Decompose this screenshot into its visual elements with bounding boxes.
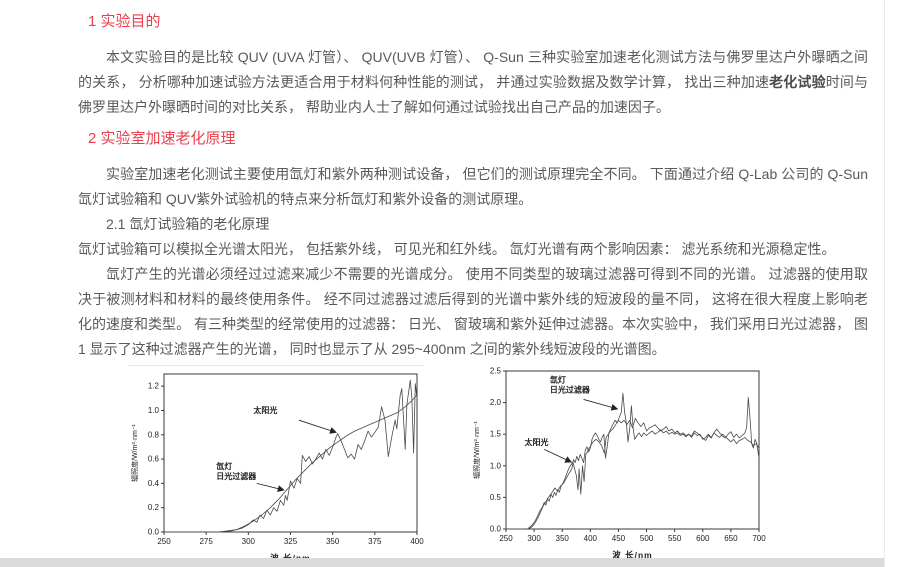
- svg-text:辐照度/W/m²·nm⁻¹: 辐照度/W/m²·nm⁻¹: [472, 420, 481, 478]
- svg-text:氙灯日光过滤器: 氙灯日光过滤器: [549, 374, 591, 394]
- svg-text:350: 350: [556, 534, 570, 543]
- scrollbar-track[interactable]: [884, 0, 900, 567]
- svg-text:太阳光: 太阳光: [252, 405, 277, 415]
- svg-text:250: 250: [157, 537, 171, 546]
- svg-text:300: 300: [527, 534, 541, 543]
- paragraph-purpose: 本文实验目的是比较 QUV (UVA 灯管）、 QUV(UVB 灯管）、 Q-S…: [78, 45, 868, 120]
- svg-text:太阳光: 太阳光: [524, 437, 549, 447]
- svg-text:氙灯日光过滤器: 氙灯日光过滤器: [215, 461, 257, 481]
- svg-text:1.0: 1.0: [490, 461, 502, 470]
- paragraph-filters: 氙灯产生的光谱必须经过过滤来减少不需要的光谱成分。 使用不同类型的玻璃过滤器可得…: [78, 266, 868, 357]
- paragraph-xenon-overview: 氙灯试验箱可以模拟全光谱太阳光， 包括紫外线， 可见光和红外线。 氙灯光谱有两个…: [78, 241, 836, 257]
- svg-text:250: 250: [499, 534, 513, 543]
- svg-text:0.2: 0.2: [148, 503, 160, 512]
- svg-text:1.5: 1.5: [490, 430, 502, 439]
- svg-text:0.4: 0.4: [148, 479, 160, 488]
- svg-text:2.5: 2.5: [490, 367, 502, 376]
- svg-text:2.0: 2.0: [490, 398, 502, 407]
- svg-text:375: 375: [368, 537, 382, 546]
- figure-1: 250 275 300 325 350 375 400 0.0 0.2 0.4 0.6 0.8 1.0 1…: [78, 365, 868, 564]
- svg-text:1.0: 1.0: [148, 406, 160, 415]
- svg-text:0.6: 0.6: [148, 455, 160, 464]
- svg-text:波 长/nm: 波 长/nm: [612, 550, 652, 560]
- svg-text:600: 600: [696, 534, 710, 543]
- section-1-heading: 1 实验目的: [88, 13, 161, 30]
- svg-text:325: 325: [284, 537, 298, 546]
- subsection-2-1-heading: 2.1 氙灯试验箱的老化原理: [106, 216, 270, 232]
- svg-text:辐照度/W/m²·nm⁻¹: 辐照度/W/m²·nm⁻¹: [130, 423, 139, 481]
- svg-text:400: 400: [584, 534, 598, 543]
- svg-text:0.0: 0.0: [490, 525, 502, 534]
- paragraph-principle-intro: 实验室加速老化测试主要使用氙灯和紫外两种测试设备， 但它们的测试原理完全不同。 …: [78, 166, 868, 207]
- svg-text:1.2: 1.2: [148, 382, 160, 391]
- figure-1-full-spectrum-chart: 250 300 350 400 450 500 550 600 650 700 0.0 0.5 1.0 1…: [470, 365, 766, 561]
- full-spectrum-plot: 250 300 350 400 450 500 550 600 650 700 0.0 0.5 1.0 1…: [472, 367, 766, 561]
- svg-text:500: 500: [640, 534, 654, 543]
- svg-text:450: 450: [612, 534, 626, 543]
- section-2-heading: 2 实验室加速老化原理: [88, 130, 236, 147]
- svg-text:650: 650: [724, 534, 738, 543]
- svg-text:0.5: 0.5: [490, 493, 502, 502]
- svg-text:700: 700: [752, 534, 766, 543]
- uv-spectrum-plot: 250 275 300 325 350 375 400 0.0 0.2 0.4 0.6 0.8 1.0 1…: [130, 373, 424, 563]
- paragraph-purpose-text-c: 时间与佛罗里达户外曝晒时间的对比关系， 帮助业内人士了解如何通过试验找出自己产品…: [78, 74, 869, 115]
- svg-text:400: 400: [410, 537, 424, 546]
- svg-text:550: 550: [668, 534, 682, 543]
- page-bottom-edge: [0, 558, 884, 567]
- svg-text:350: 350: [326, 537, 340, 546]
- svg-text:0.0: 0.0: [148, 528, 160, 537]
- svg-text:300: 300: [242, 537, 256, 546]
- figure-1-uv-spectrum-chart: 250 275 300 325 350 375 400 0.0 0.2 0.4 0.6 0.8 1.0 1…: [128, 365, 424, 564]
- svg-text:0.8: 0.8: [148, 430, 160, 439]
- svg-text:275: 275: [199, 537, 213, 546]
- paragraph-purpose-bold-term: 老化试验: [769, 74, 826, 90]
- paragraph-purpose-text-a: 本文实验目的是比较 QUV (UVA 灯管）、 QUV(UVB 灯管）、 Q-S…: [78, 49, 868, 90]
